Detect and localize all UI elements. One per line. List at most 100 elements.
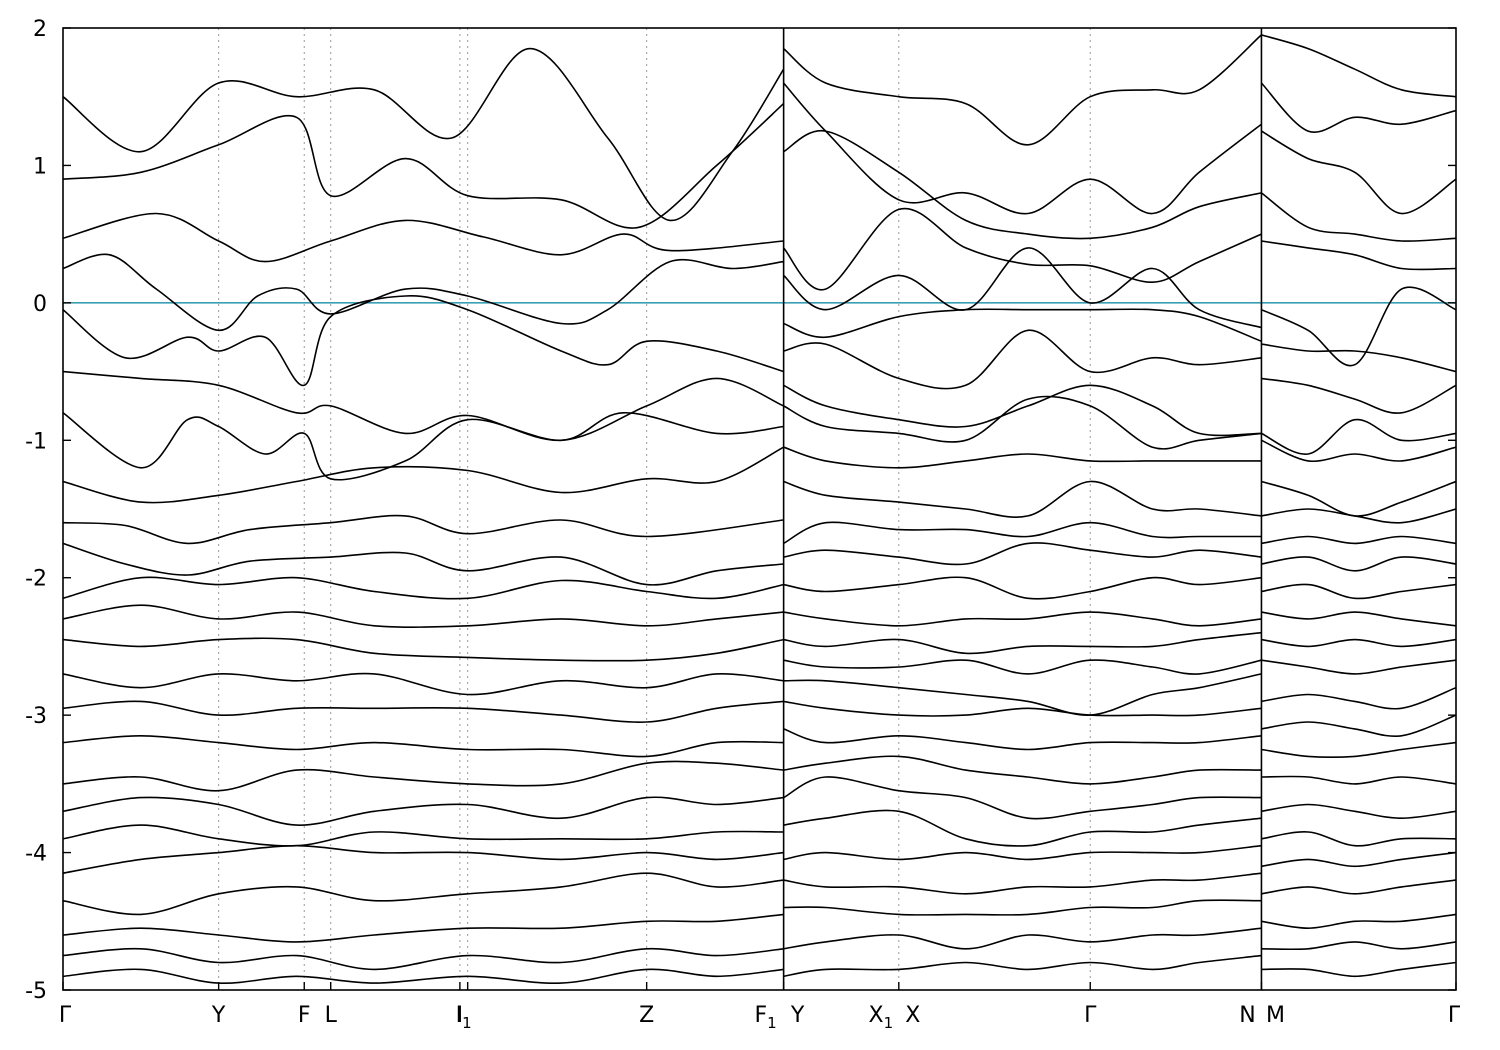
band-line (783, 844, 1262, 861)
band-line (63, 760, 784, 792)
x-axis-kpath: Γ Y F L II1 Z F1 Y X1 X Γ N M Γ (59, 982, 1461, 1032)
y-tick-label: 1 (33, 154, 47, 179)
band-line (782, 207, 1262, 291)
band-line (63, 734, 784, 758)
band-line (783, 480, 1262, 518)
band-line (783, 899, 1262, 916)
kpoint-label: F (298, 1003, 311, 1028)
band-line (783, 576, 1262, 600)
band-line (783, 927, 1262, 950)
band-line (1261, 583, 1456, 600)
band-line (1261, 879, 1456, 895)
y-tick-label: -3 (25, 704, 47, 729)
band-line (783, 384, 1262, 437)
band-line (1261, 961, 1456, 978)
band-line (783, 521, 1262, 545)
band-line (783, 395, 1262, 450)
band-line (63, 824, 784, 847)
band-line (1261, 714, 1456, 738)
band-line (1261, 556, 1456, 572)
kpoint-label: I (457, 1003, 464, 1028)
band-line (63, 947, 784, 971)
band-line (783, 872, 1262, 895)
y-tick-label: -2 (25, 567, 47, 592)
band-line (1261, 638, 1456, 648)
band-line (783, 446, 1262, 469)
band-line (783, 542, 1262, 566)
band-line (1261, 377, 1456, 414)
kpoint-label: I1 (456, 1003, 472, 1032)
band-line (63, 604, 784, 628)
band-line (783, 631, 1262, 655)
band-line (63, 968, 784, 985)
kpoint-label: N (1239, 1003, 1255, 1028)
y-tick-label: -4 (25, 842, 47, 867)
kpoint-label: Γ (59, 1003, 72, 1028)
y-tick-label: 2 (33, 17, 47, 42)
band-line (783, 611, 1262, 627)
band-line (1261, 611, 1456, 627)
band-line (63, 514, 784, 545)
band-line (782, 82, 1262, 215)
band-line (1261, 913, 1456, 930)
band-line (783, 247, 1262, 329)
band-line (63, 253, 784, 332)
kpoint-label: L (325, 1003, 338, 1028)
y-tick-label: -5 (25, 979, 47, 1004)
kpoint-label: Z (639, 1003, 654, 1028)
band-line (63, 672, 784, 696)
band-line (783, 673, 1262, 716)
band-line (63, 103, 785, 229)
kpoint-label: Y (211, 1003, 226, 1028)
kpoint-label: Y (790, 1003, 805, 1028)
band-line (1261, 851, 1456, 868)
band-line (783, 954, 1262, 978)
band-line (63, 844, 784, 874)
band-line (63, 212, 784, 263)
band-line (63, 913, 784, 943)
band-line (783, 728, 1262, 751)
kpoint-label: F1 (755, 1003, 777, 1032)
kpoint-label: M (1266, 1003, 1285, 1028)
band-line (63, 796, 784, 826)
k-point-gridlines (218, 28, 1091, 990)
y-tick-label: -1 (25, 429, 47, 454)
band-line (783, 755, 1262, 785)
band-line (1261, 803, 1456, 820)
kpoint-label: Γ (1084, 1003, 1097, 1028)
band-line (783, 329, 1262, 390)
band-line (1261, 941, 1456, 951)
band-line (1260, 192, 1456, 242)
band-line (783, 776, 1262, 820)
segment-breaks (782, 28, 1263, 990)
kpoint-label: Γ (1448, 1003, 1461, 1028)
y-axis: 2 1 0 -1 -2 -3 -4 -5 (25, 17, 1456, 1004)
band-line (63, 47, 785, 222)
band-line (63, 872, 784, 916)
band-line (783, 130, 1262, 240)
band-line (1261, 439, 1456, 463)
band-line (63, 700, 784, 723)
band-line (1261, 286, 1456, 367)
band-line (1261, 741, 1456, 759)
band-line (63, 637, 784, 662)
band-line (63, 446, 784, 504)
band-line (63, 576, 784, 600)
band-line (783, 809, 1262, 847)
band-line (1261, 240, 1456, 271)
band-line (1261, 34, 1456, 98)
band-line (1261, 686, 1456, 710)
band-line (1260, 130, 1456, 215)
band-line (783, 34, 1262, 146)
band-line (63, 370, 784, 442)
band-line (783, 308, 1262, 343)
kpoint-subscript: 1 (884, 1014, 894, 1032)
band-line (63, 295, 784, 387)
band-line (783, 700, 1262, 717)
band-line (1261, 831, 1456, 847)
band-line (63, 411, 784, 481)
kpoint-label: X (905, 1003, 920, 1028)
band-line (1261, 659, 1456, 675)
band-line (63, 542, 784, 586)
